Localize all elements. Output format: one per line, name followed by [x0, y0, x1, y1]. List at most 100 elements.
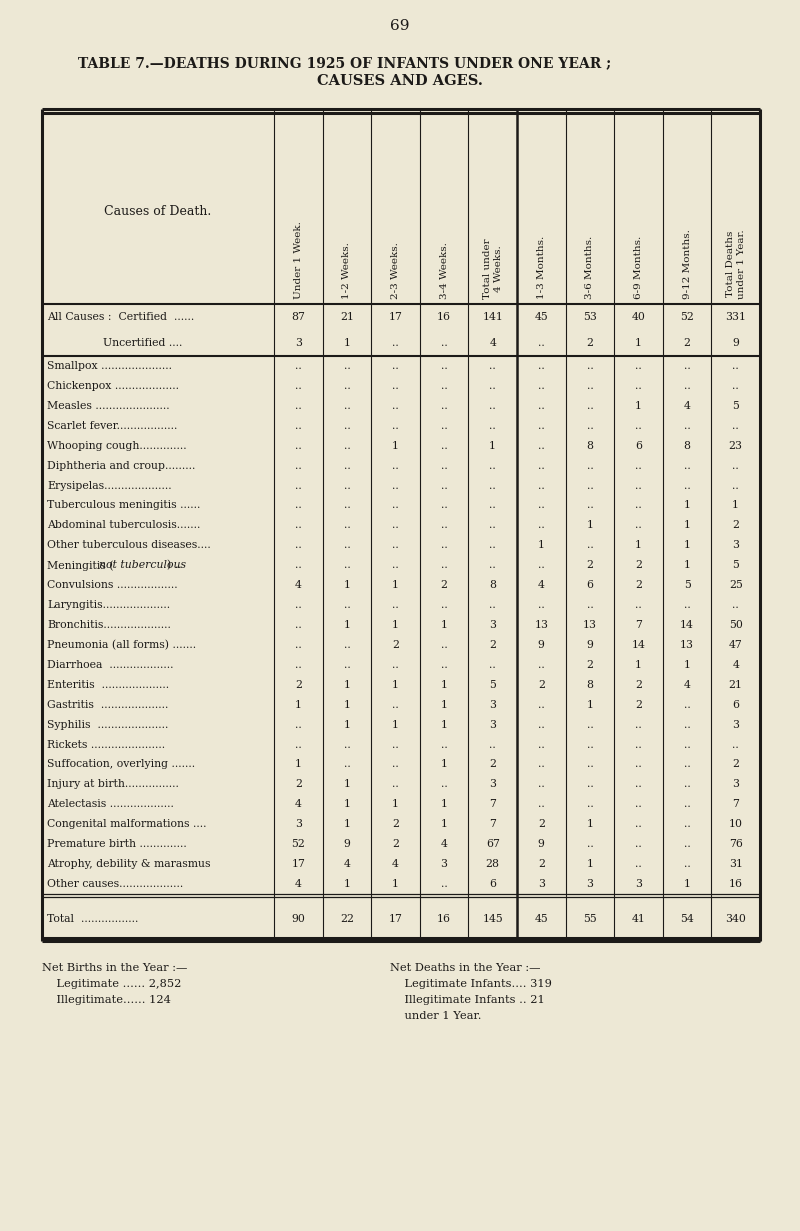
Text: ..: .. [684, 820, 690, 830]
Text: 3-6 Months.: 3-6 Months. [586, 236, 594, 299]
Text: ..: .. [538, 401, 545, 411]
Text: ..: .. [441, 640, 447, 650]
Text: ..: .. [295, 640, 302, 650]
Text: ..: .. [586, 540, 594, 550]
Text: ..: .. [343, 540, 350, 550]
Text: 90: 90 [291, 913, 306, 924]
Text: 23: 23 [729, 441, 742, 451]
Text: ..: .. [538, 560, 545, 570]
Text: ..: .. [586, 361, 594, 371]
Text: ..: .. [635, 740, 642, 750]
Text: 16: 16 [729, 879, 742, 889]
Text: ..: .. [295, 620, 302, 630]
Text: ..: .. [295, 521, 302, 531]
Text: ..: .. [684, 799, 690, 809]
Text: ..: .. [441, 480, 447, 490]
Text: 1: 1 [392, 720, 399, 730]
Text: 67: 67 [486, 840, 500, 849]
Text: ..: .. [490, 460, 496, 470]
Text: ..: .. [295, 460, 302, 470]
Text: 1: 1 [441, 699, 448, 710]
Text: ..: .. [490, 599, 496, 611]
Text: Under 1 Week.: Under 1 Week. [294, 222, 302, 299]
Text: Smallpox .....................: Smallpox ..................... [47, 361, 172, 371]
Text: 5: 5 [732, 560, 739, 570]
Text: Syphilis  .....................: Syphilis ..................... [47, 720, 168, 730]
Text: 1: 1 [635, 401, 642, 411]
Text: 2: 2 [683, 339, 690, 348]
Text: ..: .. [441, 421, 447, 431]
Text: 2: 2 [441, 580, 448, 590]
Text: 3: 3 [732, 540, 739, 550]
Text: 50: 50 [729, 620, 742, 630]
Text: ..: .. [392, 660, 399, 670]
Text: 2: 2 [732, 521, 739, 531]
Text: CAUSES AND AGES.: CAUSES AND AGES. [317, 74, 483, 87]
Text: 141: 141 [482, 311, 503, 323]
Text: Other causes...................: Other causes................... [47, 879, 183, 889]
Text: 2: 2 [392, 820, 399, 830]
Text: 1: 1 [586, 859, 594, 869]
Text: 9: 9 [538, 840, 545, 849]
Text: ..: .. [392, 401, 399, 411]
Text: 1: 1 [683, 501, 690, 511]
Text: 2: 2 [294, 680, 302, 689]
Text: Diarrhoea  ...................: Diarrhoea ................... [47, 660, 174, 670]
Text: ..: .. [343, 380, 350, 391]
Text: ..: .. [295, 599, 302, 611]
Text: Total under
4 Weeks.: Total under 4 Weeks. [483, 239, 502, 299]
Text: Premature birth ..............: Premature birth .............. [47, 840, 186, 849]
Text: 21: 21 [729, 680, 742, 689]
Text: ..: .. [635, 820, 642, 830]
Text: 9: 9 [538, 640, 545, 650]
Text: 4: 4 [684, 401, 690, 411]
Text: ..: .. [684, 380, 690, 391]
Text: Meningitis (: Meningitis ( [47, 560, 114, 570]
Text: 25: 25 [729, 580, 742, 590]
Text: 17: 17 [389, 311, 402, 323]
Text: 8: 8 [490, 580, 496, 590]
Text: Net Births in the Year :—: Net Births in the Year :— [42, 963, 187, 972]
Text: Uncertified ....: Uncertified .... [47, 339, 182, 348]
Text: ..: .. [586, 380, 594, 391]
Text: not tuberculous: not tuberculous [99, 560, 186, 570]
Text: 1: 1 [441, 720, 448, 730]
Text: Enteritis  ....................: Enteritis .................... [47, 680, 169, 689]
Text: ..: .. [441, 560, 447, 570]
Text: 331: 331 [726, 311, 746, 323]
Text: ..: .. [295, 560, 302, 570]
Text: ) ..: ) .. [167, 560, 182, 570]
Text: 1: 1 [343, 820, 350, 830]
Text: ..: .. [441, 339, 447, 348]
Text: ..: .. [586, 599, 594, 611]
Text: 14: 14 [680, 620, 694, 630]
Text: 1: 1 [441, 760, 448, 769]
Text: 3: 3 [586, 879, 594, 889]
Text: 87: 87 [291, 311, 306, 323]
Text: ..: .. [538, 760, 545, 769]
Text: ..: .. [392, 599, 399, 611]
Text: ..: .. [392, 380, 399, 391]
Text: 54: 54 [680, 913, 694, 924]
Text: ..: .. [343, 521, 350, 531]
Text: 6-9 Months.: 6-9 Months. [634, 236, 643, 299]
Text: 4: 4 [538, 580, 545, 590]
Text: ..: .. [635, 421, 642, 431]
Text: 40: 40 [631, 311, 646, 323]
Text: 4: 4 [343, 859, 350, 869]
Text: ..: .. [538, 799, 545, 809]
Text: 4: 4 [295, 580, 302, 590]
Text: 9: 9 [732, 339, 739, 348]
Text: 145: 145 [482, 913, 503, 924]
Text: ..: .. [441, 441, 447, 451]
Text: ..: .. [538, 339, 545, 348]
Text: Illegitimate...... 124: Illegitimate...... 124 [42, 995, 171, 1004]
Text: ..: .. [684, 480, 690, 490]
Text: 3: 3 [490, 620, 496, 630]
Text: ..: .. [586, 740, 594, 750]
Text: 4: 4 [732, 660, 739, 670]
Text: 6: 6 [635, 441, 642, 451]
Text: 2: 2 [490, 760, 496, 769]
Text: 5: 5 [490, 680, 496, 689]
Text: Whooping cough..............: Whooping cough.............. [47, 441, 186, 451]
